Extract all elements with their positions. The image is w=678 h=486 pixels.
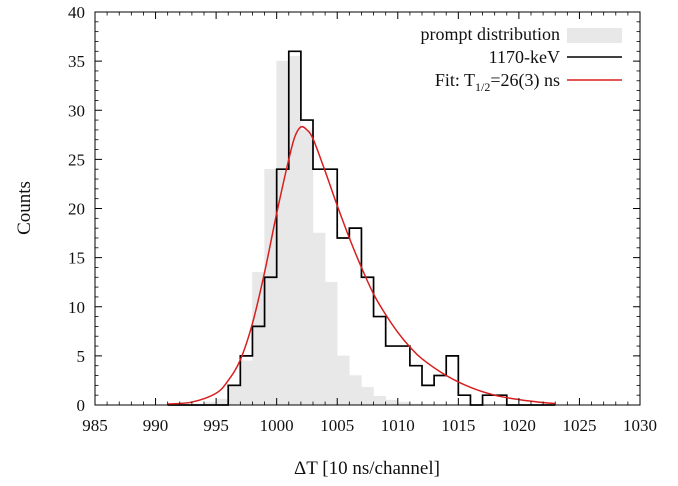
legend-fit-suffix: =26(3) ns: [490, 70, 560, 91]
prompt-bar: [385, 399, 399, 406]
prompt-bar: [215, 398, 229, 406]
prompt-bar: [373, 395, 386, 406]
y-tick-label: 15: [68, 249, 85, 268]
y-tick-label: 40: [68, 3, 85, 22]
x-axis-title: ΔT [10 ns/channel]: [294, 458, 440, 479]
prompt-bar: [312, 232, 326, 406]
y-tick-label: 30: [68, 101, 85, 120]
y-tick-label: 0: [77, 396, 86, 415]
prompt-bar: [240, 360, 253, 406]
x-tick-label: 1010: [381, 416, 415, 435]
prompt-bar: [336, 355, 350, 406]
legend-fit-subscript: 1/2: [475, 80, 490, 94]
fit-curve: [167, 125, 556, 405]
legend-label-prompt: prompt distribution: [421, 24, 561, 44]
y-tick-label: 10: [68, 298, 85, 317]
y-tick-label: 35: [68, 52, 85, 71]
x-tick-label: 1025: [562, 416, 596, 435]
plot-frame: [94, 11, 641, 406]
prompt-bar: [361, 387, 374, 406]
x-tick-label: 1015: [441, 416, 475, 435]
x-tick-label: 1005: [320, 416, 354, 435]
prompt-bar: [324, 281, 338, 406]
y-tick-label: 5: [77, 347, 86, 366]
legend: prompt distribution 1170-keV Fit: T1/2=2…: [421, 24, 622, 94]
y-tick-label: 25: [68, 150, 85, 169]
prompt-bar: [349, 375, 362, 406]
x-tick-label: 995: [203, 416, 229, 435]
prompt-bar: [227, 387, 241, 406]
x-tick-label: 1020: [502, 416, 536, 435]
x-tick-label: 985: [82, 416, 108, 435]
y-tick-label: 20: [68, 200, 85, 219]
prompt-bar: [300, 129, 314, 406]
prompt-bar: [288, 55, 302, 406]
prompt-bar: [264, 168, 277, 406]
y-axis-title: Counts: [14, 181, 35, 235]
legend-fit-prefix: Fit: T: [435, 70, 475, 90]
x-tick-label: 990: [143, 416, 169, 435]
legend-swatch-prompt: [567, 28, 622, 43]
legend-label-data: 1170-keV: [489, 47, 560, 67]
prompt-bar: [276, 60, 290, 406]
x-tick-label: 1000: [260, 416, 294, 435]
legend-label-fit: Fit: T1/2=26(3) ns: [435, 70, 560, 94]
ticks-layer: 985 990 995 1000 1005 1010 1015 1020 1025 1030051…: [68, 3, 657, 435]
prompt-bar: [252, 272, 265, 406]
x-tick-label: 1030: [623, 416, 657, 435]
